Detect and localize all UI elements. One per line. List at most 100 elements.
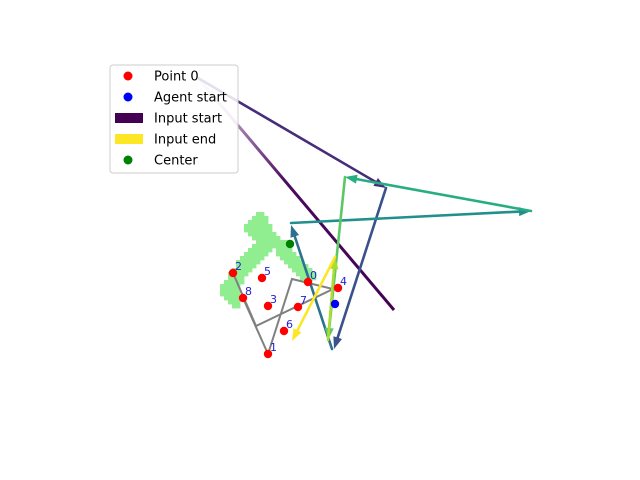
region-cell [252,236,257,241]
point-4 [333,283,343,293]
region-cell [248,264,253,269]
region-cell [304,264,309,269]
region-cell [236,260,241,265]
agent-start-marker [330,299,340,309]
region-cell [268,232,273,237]
region-cell [256,252,261,257]
region-cell [276,248,281,253]
arrow-shaft [289,210,521,225]
region-cell [224,296,229,301]
region-cell [284,256,289,261]
region-cell [232,292,237,297]
region-cell [260,224,265,229]
region-cell [260,228,265,233]
region-cell [272,244,277,249]
point-3 [263,301,273,311]
point-1 [263,349,273,359]
points-layer: 0 1 2 3 4 5 67 8 [228,239,347,359]
region-cell [252,228,257,233]
region-cell [264,236,269,241]
legend-label: Center [154,154,198,169]
region-cell [284,260,289,265]
region-cell [236,300,241,305]
region-cell [248,220,253,225]
region-cell [264,216,269,221]
region-cell [312,272,317,277]
region-cell [292,252,297,257]
region-cell [248,248,253,253]
legend-label: Input start [154,112,222,127]
region-cell [272,232,277,237]
legend-swatch [123,92,133,102]
region-cell [260,256,265,261]
region-cell [276,244,281,249]
region-cell [256,240,261,245]
region-cell [228,296,233,301]
region-cell [240,276,245,281]
point-label-8: 8 [245,285,252,298]
region-cell [296,264,301,269]
point-label-3: 3 [270,293,277,306]
arrow-1 [333,186,388,349]
arrow-4 [345,174,533,213]
arrow-3 [289,207,531,225]
region-cell [232,280,237,285]
region-cell [296,260,301,265]
point-label-0: 0 [310,269,317,282]
region-cell [256,220,261,225]
arrow-head [290,225,300,238]
region-cell [236,292,241,297]
region-cell [252,216,257,221]
region-cell [280,256,285,261]
region-cell [244,268,249,273]
point-5 [257,273,267,283]
arrow-shaft [355,177,533,213]
region-cell [256,216,261,221]
region-cell [256,236,261,241]
region-cell [300,276,305,281]
region-cell [252,248,257,253]
region-cell [284,252,289,257]
legend-frame [109,64,239,174]
region-cell [280,248,285,253]
region-cell [308,276,313,281]
region-cell [280,252,285,257]
region-cell [232,300,237,305]
legend-entry: Input start [115,112,222,127]
region-cell [252,256,257,261]
point-8 [238,293,248,303]
region-cell [252,264,257,269]
region-cell [288,260,293,265]
region-cell [240,256,245,261]
region-cell [244,228,249,233]
point-label-4: 4 [340,275,347,288]
region-cell [236,264,241,269]
region-cell [256,228,261,233]
legend-swatch [115,113,143,123]
region-cell [260,232,265,237]
point-label-5: 5 [264,265,271,278]
region-cell [300,264,305,269]
region-cell [244,252,249,257]
region-cell [252,224,257,229]
region-cell [268,248,273,253]
point-2 [228,268,238,278]
region-cell [244,224,249,229]
region-cell [268,236,273,241]
legend-entry: Center [123,154,198,169]
region-cell [236,268,241,273]
region-cell [240,260,245,265]
legend-entry: Agent start [123,91,227,106]
region-cell [224,288,229,293]
legend-swatch [123,71,133,81]
region-cell [296,268,301,273]
region-cell [264,240,269,245]
legend-swatch [123,155,133,165]
point-7 [293,302,303,312]
region-cell [248,232,253,237]
region-cell [220,292,225,297]
region-cell [280,240,285,245]
region-cell [264,248,269,253]
region-cell [288,252,293,257]
